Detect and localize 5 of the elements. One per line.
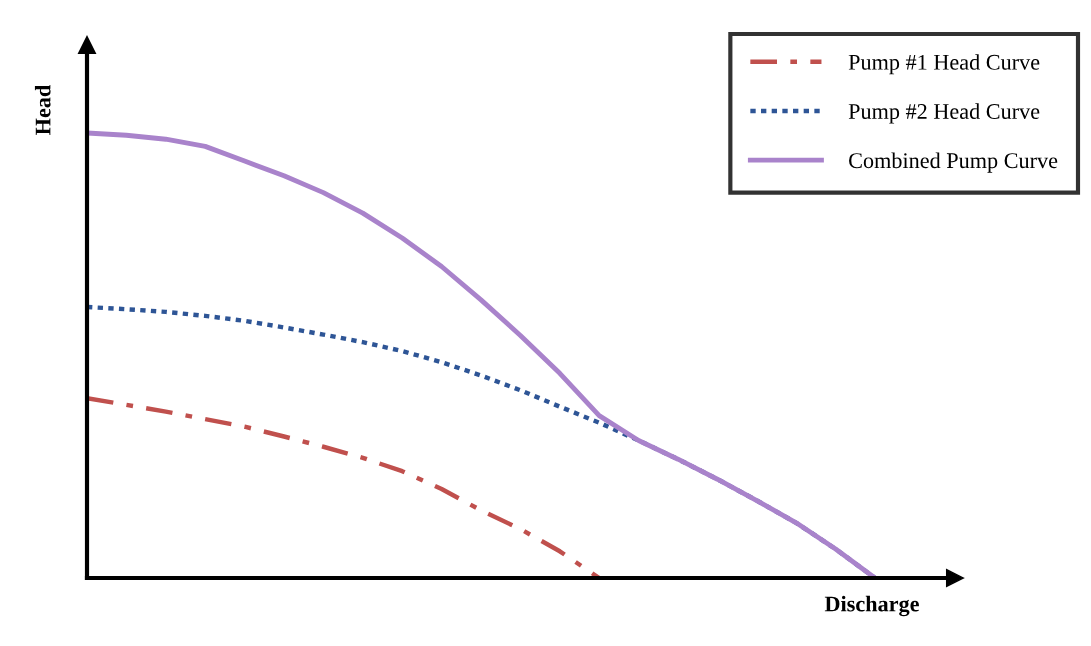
legend-label: Pump #1 Head Curve	[848, 54, 1040, 75]
legend-label: Pump #2 Head Curve	[848, 103, 1040, 124]
y-axis-title: Head	[34, 84, 51, 135]
legend-label: Combined Pump Curve	[849, 152, 1058, 173]
x-axis-title: Discharge	[824, 595, 919, 617]
